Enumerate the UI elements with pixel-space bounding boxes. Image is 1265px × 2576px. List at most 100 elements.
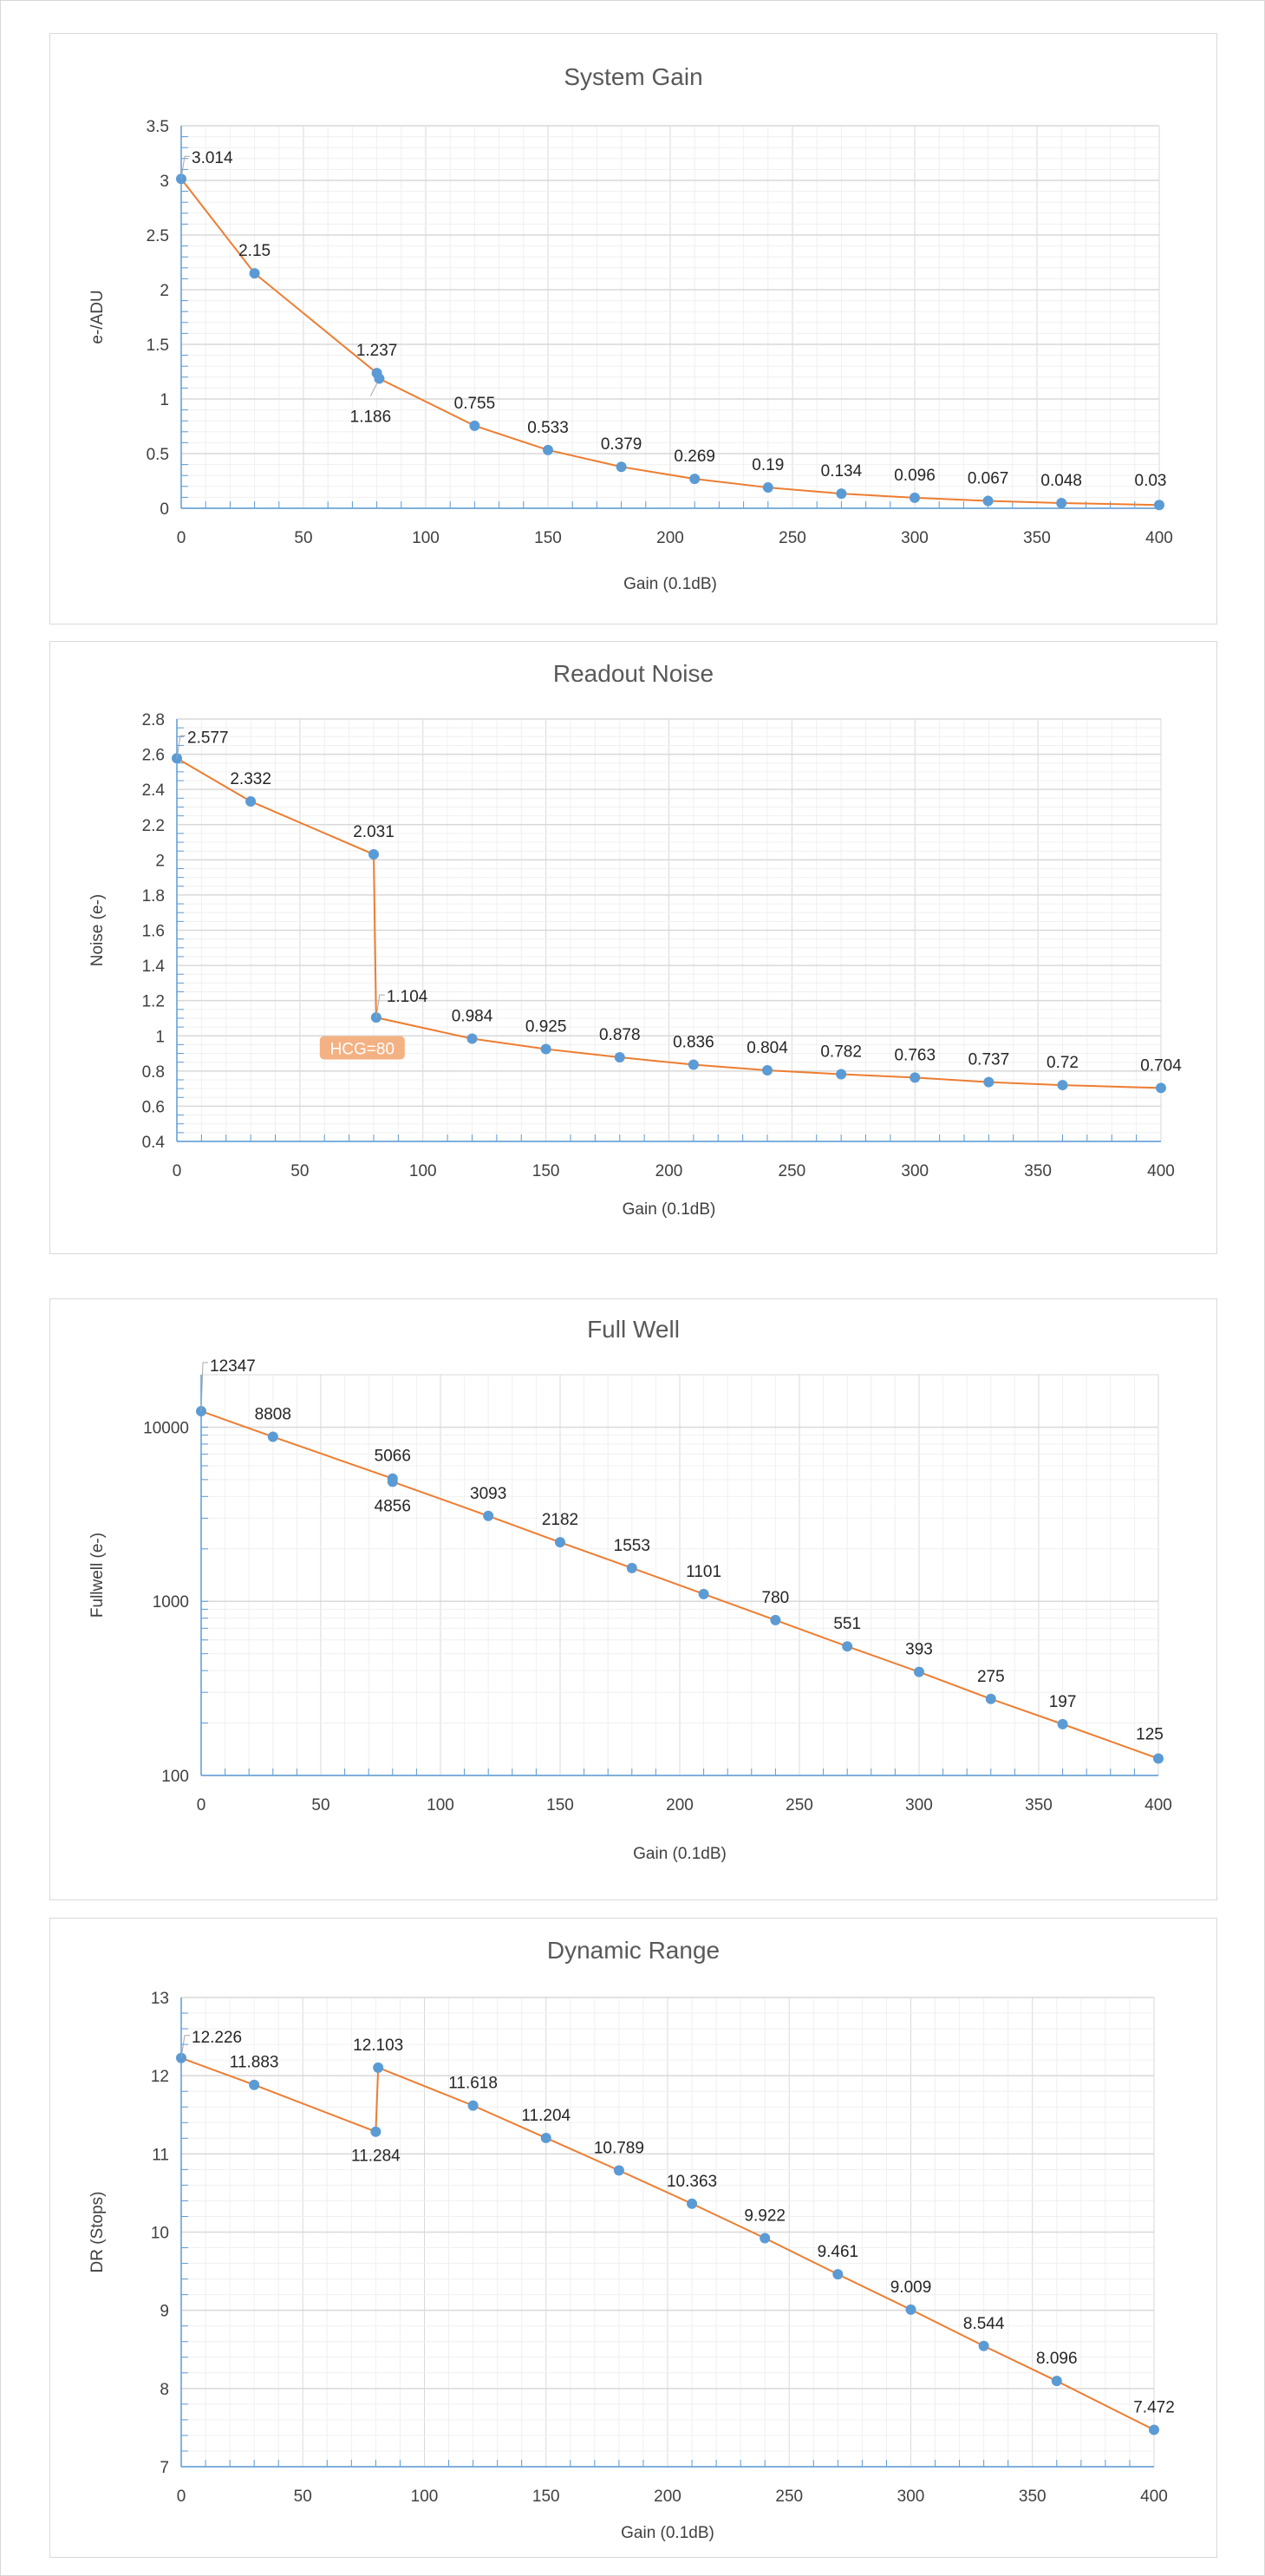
y-axis-label: Noise (e-) — [88, 894, 107, 966]
data-point — [172, 753, 182, 764]
data-point — [613, 2165, 624, 2176]
y-tick-label: 1.2 — [142, 993, 165, 1011]
data-point — [983, 1076, 994, 1088]
data-point — [836, 1069, 847, 1080]
data-point — [616, 461, 627, 473]
data-label: 2.031 — [353, 823, 394, 841]
y-tick-label: 3 — [160, 173, 169, 191]
data-label: 551 — [833, 1615, 861, 1633]
data-label: 3093 — [470, 1485, 506, 1503]
chart-full-well: 0 50 100 150 200 250 300 350 400 100 1000 10000 Full… — [49, 1298, 1217, 1900]
data-point — [1056, 497, 1067, 508]
x-tick-label: 150 — [532, 1162, 560, 1180]
data-point — [374, 373, 385, 384]
y-tick-label: 1.6 — [142, 923, 165, 941]
data-label: 0.72 — [1047, 1054, 1079, 1072]
data-label: 0.269 — [674, 448, 715, 466]
x-tick-label: 100 — [409, 1162, 437, 1180]
y-tick-label: 7 — [160, 2459, 169, 2477]
x-tick-label: 350 — [1023, 529, 1051, 547]
y-tick-label: 2.5 — [147, 227, 169, 245]
data-label: 0.048 — [1040, 472, 1082, 490]
data-label: 0.096 — [894, 467, 936, 485]
data-point — [687, 2198, 698, 2209]
leader-line — [176, 735, 186, 759]
x-tick-label: 0 — [173, 1162, 182, 1180]
data-label: 5066 — [375, 1448, 411, 1466]
x-tick-label: 0 — [197, 1796, 206, 1814]
data-point — [760, 2233, 771, 2244]
x-tick-label: 300 — [905, 1796, 933, 1814]
x-tick-label: 350 — [1019, 2488, 1047, 2506]
leader-line — [369, 382, 378, 396]
x-tick-label: 350 — [1025, 1796, 1053, 1814]
data-label: 11.204 — [521, 2107, 571, 2125]
y-tick-label: 1.4 — [142, 958, 166, 976]
x-tick-label: 250 — [775, 2488, 803, 2506]
leader-line — [180, 155, 190, 180]
x-tick-label: 100 — [427, 1796, 454, 1814]
data-point — [370, 2126, 381, 2137]
y-tick-label: 1 — [155, 1028, 165, 1046]
data-label: 7.472 — [1133, 2398, 1175, 2416]
x-tick-label: 200 — [655, 1162, 683, 1180]
data-label: 8.544 — [963, 2315, 1005, 2333]
x-tick-label: 400 — [1145, 529, 1173, 547]
data-label: 0.804 — [747, 1039, 788, 1057]
data-label: 0.763 — [894, 1046, 936, 1064]
x-tick-label: 100 — [412, 529, 440, 547]
data-label: 10.363 — [667, 2173, 717, 2191]
data-point — [1051, 2376, 1062, 2387]
annotation-label: HCG=80 — [330, 1040, 394, 1058]
data-label: 12.226 — [192, 2029, 242, 2047]
data-point — [762, 1065, 773, 1076]
data-point — [978, 2340, 989, 2351]
data-label: 12.103 — [353, 2037, 403, 2055]
y-tick-label: 1000 — [153, 1593, 189, 1612]
data-label: 9.461 — [818, 2243, 859, 2261]
chart-title: Dynamic Range — [547, 1937, 720, 1964]
data-point — [762, 482, 773, 494]
data-label: 3.014 — [192, 149, 233, 167]
chart-title: System Gain — [564, 63, 702, 90]
data-point — [842, 1641, 853, 1652]
y-tick-label: 2 — [160, 282, 169, 300]
y-tick-label: 2 — [155, 852, 165, 870]
x-tick-label: 0 — [177, 529, 186, 547]
data-point — [688, 1059, 699, 1070]
data-point — [689, 474, 701, 485]
y-tick-label: 0.8 — [142, 1063, 165, 1082]
data-label: 0.533 — [527, 419, 569, 437]
data-label: 1101 — [686, 1563, 721, 1581]
data-label: 197 — [1049, 1693, 1077, 1711]
data-point — [543, 444, 553, 455]
data-label: 11.883 — [230, 2054, 279, 2072]
y-tick-label: 0.4 — [142, 1134, 166, 1152]
data-label: 11.618 — [448, 2075, 498, 2093]
chart-svg: 0 50 100 150 200 250 300 350 400 7 8 9 10 11 12 13 Dynam… — [88, 1937, 1175, 2542]
chart-dynamic-range: 0 50 100 150 200 250 300 350 400 7 8 9 10 11 12 13 Dynam… — [49, 1918, 1217, 2558]
chart-svg: 0 50 100 150 200 250 300 350 400 0 0.5 1 1.5 2 2.5 3 3.5… — [88, 63, 1173, 593]
data-label: 4856 — [375, 1497, 411, 1515]
data-point — [540, 1043, 551, 1055]
data-label: 1.104 — [387, 988, 428, 1006]
data-point — [540, 2132, 551, 2143]
x-axis-label: Gain (0.1dB) — [623, 575, 717, 593]
leader-line — [200, 1362, 208, 1412]
data-point — [914, 1666, 924, 1677]
data-point — [910, 492, 920, 503]
x-axis-label: Gain (0.1dB) — [633, 1845, 727, 1863]
data-point — [483, 1510, 494, 1521]
data-point — [1057, 1080, 1068, 1091]
data-label: 0.984 — [452, 1007, 493, 1025]
chart-system-gain: 0 50 100 150 200 250 300 350 400 0 0.5 1 1.5 2 2.5 3 3.5… — [49, 33, 1217, 624]
data-label: 12347 — [210, 1357, 256, 1376]
data-label: 0.704 — [1140, 1056, 1182, 1075]
data-label: 0.379 — [601, 435, 642, 454]
data-point — [985, 1693, 996, 1704]
data-point — [614, 1052, 625, 1063]
data-label: 8.096 — [1036, 2350, 1078, 2368]
data-point — [1153, 1753, 1164, 1764]
data-label: 9.922 — [744, 2207, 786, 2226]
data-label: 11.284 — [351, 2148, 401, 2166]
